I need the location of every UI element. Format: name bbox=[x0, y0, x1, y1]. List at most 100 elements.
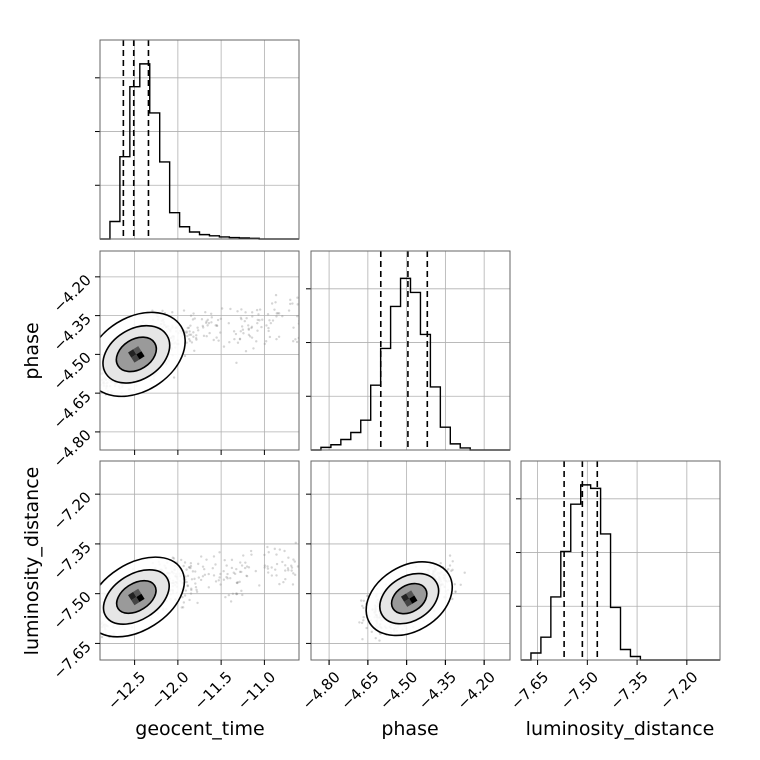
sample-point bbox=[306, 324, 308, 326]
sample-point bbox=[197, 562, 200, 566]
sample-point bbox=[359, 599, 363, 602]
sample-point bbox=[448, 564, 452, 567]
sample-point bbox=[370, 630, 373, 634]
sample-point bbox=[209, 312, 213, 315]
sample-point bbox=[308, 328, 310, 330]
sample-point bbox=[236, 341, 240, 344]
sample-point bbox=[82, 623, 84, 625]
sample-point bbox=[244, 561, 247, 564]
sample-point bbox=[210, 316, 214, 319]
sample-point bbox=[302, 318, 304, 320]
sample-point bbox=[454, 590, 457, 593]
sample-point bbox=[308, 563, 310, 565]
sample-point bbox=[225, 575, 228, 579]
sample-point bbox=[95, 614, 97, 616]
sample-point bbox=[240, 570, 243, 574]
sample-point bbox=[244, 349, 248, 353]
sample-point bbox=[96, 608, 98, 610]
sample-point bbox=[95, 376, 97, 378]
sample-point bbox=[94, 602, 96, 604]
sample-point bbox=[207, 321, 211, 325]
sample-point bbox=[287, 309, 291, 312]
sample-point bbox=[91, 378, 93, 380]
sample-point bbox=[206, 318, 210, 322]
sample-point bbox=[304, 569, 306, 571]
sample-point bbox=[275, 337, 278, 341]
sample-point bbox=[317, 552, 319, 554]
sample-point bbox=[96, 357, 98, 359]
sample-point bbox=[238, 338, 242, 341]
sample-point bbox=[189, 314, 193, 317]
sample-point bbox=[190, 341, 194, 344]
sample-point bbox=[196, 326, 199, 329]
density-core bbox=[128, 346, 145, 363]
sample-point bbox=[235, 567, 238, 571]
sample-point bbox=[172, 557, 176, 560]
sample-point bbox=[239, 561, 242, 564]
sample-point bbox=[303, 558, 305, 560]
sample-point bbox=[247, 327, 250, 330]
sample-point bbox=[172, 376, 176, 379]
sample-point bbox=[179, 558, 183, 562]
sample-point bbox=[275, 312, 279, 315]
sample-point bbox=[250, 311, 254, 314]
sample-point bbox=[281, 560, 284, 564]
sample-point bbox=[92, 605, 94, 607]
sample-point bbox=[94, 604, 96, 606]
sample-point bbox=[366, 594, 369, 598]
sample-point bbox=[267, 329, 270, 333]
sample-point bbox=[214, 563, 217, 566]
scatter-panel-geocent_time-luminosity_distance bbox=[82, 460, 319, 661]
sample-point bbox=[186, 326, 189, 330]
y-tick-label: −7.50 bbox=[50, 588, 95, 633]
sample-point bbox=[267, 571, 270, 574]
sample-point bbox=[240, 308, 243, 311]
sample-point bbox=[95, 610, 97, 612]
sample-point bbox=[229, 600, 233, 603]
sample-point bbox=[86, 388, 88, 390]
sample-point bbox=[302, 556, 304, 558]
x-tick-label: −4.65 bbox=[337, 668, 382, 713]
sample-point bbox=[185, 580, 188, 584]
sample-point bbox=[453, 583, 456, 586]
sample-point bbox=[303, 333, 305, 335]
sample-point bbox=[287, 556, 290, 559]
sample-point bbox=[232, 571, 235, 574]
sample-point bbox=[187, 326, 191, 330]
sample-point bbox=[275, 315, 278, 318]
sample-point bbox=[92, 608, 94, 610]
sample-point bbox=[451, 597, 454, 601]
y-tick-label: −7.35 bbox=[50, 538, 95, 583]
sample-point bbox=[301, 319, 303, 321]
x-tick-label: −11.0 bbox=[234, 668, 279, 713]
sample-point bbox=[190, 578, 194, 581]
axes-frame bbox=[99, 39, 300, 240]
sample-point bbox=[183, 594, 187, 597]
sample-point bbox=[186, 584, 190, 588]
sample-point bbox=[96, 368, 98, 370]
density-cell bbox=[128, 349, 137, 358]
sample-point bbox=[266, 565, 269, 568]
sample-point bbox=[278, 548, 282, 551]
sample-point bbox=[463, 571, 466, 574]
sample-point bbox=[270, 302, 274, 305]
sample-point bbox=[292, 572, 295, 575]
sample-point bbox=[312, 307, 314, 309]
sample-point bbox=[181, 595, 184, 599]
sample-point bbox=[263, 342, 266, 346]
sample-point bbox=[182, 601, 186, 604]
sample-point bbox=[193, 349, 196, 352]
sample-point bbox=[265, 324, 268, 327]
sample-point bbox=[187, 337, 191, 341]
sample-point bbox=[301, 298, 303, 300]
sample-point bbox=[91, 628, 93, 630]
histogram-panel-geocent_time bbox=[95, 39, 300, 240]
sample-point bbox=[95, 381, 97, 383]
histogram-panel-phase bbox=[306, 250, 511, 451]
sample-point bbox=[86, 628, 88, 630]
sample-point bbox=[189, 592, 193, 595]
sample-point bbox=[275, 574, 278, 577]
sample-point bbox=[241, 593, 244, 597]
sample-point bbox=[296, 296, 299, 299]
